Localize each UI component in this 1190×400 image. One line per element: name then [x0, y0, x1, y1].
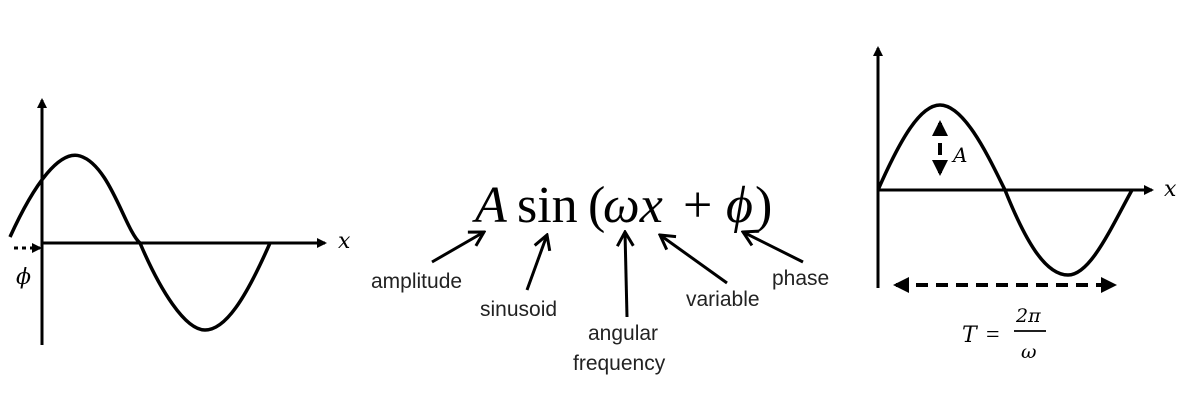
- angular-label: angular: [588, 322, 658, 345]
- formula: A sin ( ωx + ϕ ): [472, 177, 772, 234]
- phase-label-text: phase: [772, 267, 829, 290]
- amplitude-symbol: A: [951, 143, 967, 167]
- formula-close-paren: ): [755, 177, 772, 234]
- sinusoid-label: sinusoid: [480, 298, 557, 321]
- phase-arrow: [743, 232, 804, 264]
- formula-sin: sin: [517, 177, 578, 234]
- period-T: T: [962, 323, 979, 348]
- left-x-axis-label: x: [338, 229, 351, 254]
- right-x-axis-label: x: [1164, 177, 1177, 202]
- annotation-labels: amplitude sinusoid angular frequency var…: [371, 267, 829, 375]
- left-graph: x ϕ: [8, 98, 351, 345]
- formula-plus: +: [683, 177, 712, 234]
- amplitude-label: amplitude: [371, 270, 462, 293]
- variable-label: variable: [686, 288, 760, 311]
- formula-phi: ϕ: [726, 177, 753, 234]
- sinusoid-arrow: [525, 235, 547, 291]
- phase-label: ϕ: [16, 265, 31, 290]
- formula-omega-x: ωx: [603, 177, 663, 234]
- period-numerator: 2π: [1015, 305, 1041, 327]
- frequency-label: frequency: [573, 352, 666, 375]
- formula-open-paren: (: [588, 177, 605, 234]
- right-sine-curve: [876, 103, 1134, 277]
- left-sine-curve: [8, 153, 272, 332]
- period-denominator: ω: [1021, 341, 1037, 363]
- variable-arrow: [660, 235, 728, 285]
- period-equals: =: [986, 322, 1000, 348]
- right-graph: x A T = 2π ω: [873, 46, 1177, 363]
- angular-frequency-arrow: [625, 232, 627, 318]
- amplitude-arrow: [431, 232, 484, 264]
- formula-A: A: [472, 177, 507, 234]
- annotation-arrows: [431, 232, 804, 318]
